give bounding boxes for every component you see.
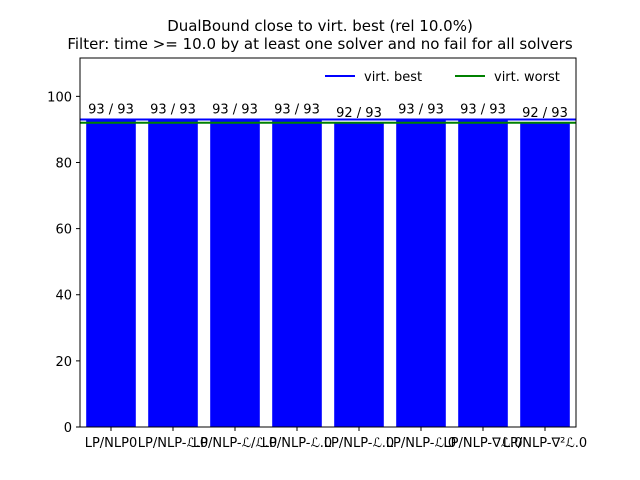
legend-label: virt. best [364, 70, 422, 85]
reference-lines-layer [80, 118, 576, 124]
y-tick-label: 20 [55, 355, 72, 370]
chart-title-line-1: DualBound close to virt. best (rel 10.0%… [167, 17, 473, 35]
bar-value-label: 92 / 93 [336, 106, 382, 121]
y-tick-label: 100 [47, 90, 72, 105]
x-axis: LP/NLP0 LP/NLP-ℒ.0LP/NLP-ℒ/ℒ.0LP/NLP-ℒ.0L… [85, 427, 587, 451]
x-tick-label: LP/NLP-ℒ/ℒ.0 [193, 436, 277, 451]
x-tick-label: LP/NLP-ℒ.0 [386, 436, 456, 451]
x-tick-label: LP/NLP-ℒ.0 [324, 436, 394, 451]
bar-value-label: 93 / 93 [274, 103, 320, 118]
legend-label: virt. worst [494, 70, 560, 85]
bar [520, 122, 570, 427]
bar [86, 119, 136, 427]
x-tick-label: LP/NLP0 [85, 436, 138, 451]
y-tick-label: 60 [55, 223, 72, 238]
bar [396, 119, 446, 427]
bar-value-label: 93 / 93 [212, 103, 258, 118]
bar [334, 122, 384, 427]
bar [272, 119, 322, 427]
bar-value-label: 93 / 93 [398, 103, 444, 118]
plot-frame [79, 57, 577, 428]
bars-layer [86, 119, 570, 427]
bar [458, 119, 508, 427]
y-tick-label: 40 [55, 289, 72, 304]
bar-value-label: 93 / 93 [88, 103, 134, 118]
chart-title-line-2: Filter: time >= 10.0 by at least one sol… [67, 35, 573, 53]
x-tick-label: LP/NLP-ℒ.0 [262, 436, 332, 451]
y-axis: 0 20 40 60 80 100 [47, 90, 80, 436]
x-tick-label: LP/NLP-∇²ℒ.0 [503, 436, 587, 451]
bar-value-label: 93 / 93 [150, 103, 196, 118]
bar-value-label: 92 / 93 [522, 106, 568, 121]
x-tick-label: LP/NLP-∇ℒ.0 [443, 436, 522, 451]
legend: virt. best virt. worst [325, 70, 560, 85]
bar [148, 119, 198, 427]
bar-value-label: 93 / 93 [460, 103, 506, 118]
y-tick-label: 80 [55, 156, 72, 171]
x-tick-label: LP/NLP-ℒ.0 [138, 436, 208, 451]
y-tick-label: 0 [64, 421, 72, 436]
bar-labels-layer: 93 / 93 93 / 93 93 / 93 93 / 93 92 / 93 93 / … [88, 103, 568, 121]
bar [210, 119, 260, 427]
